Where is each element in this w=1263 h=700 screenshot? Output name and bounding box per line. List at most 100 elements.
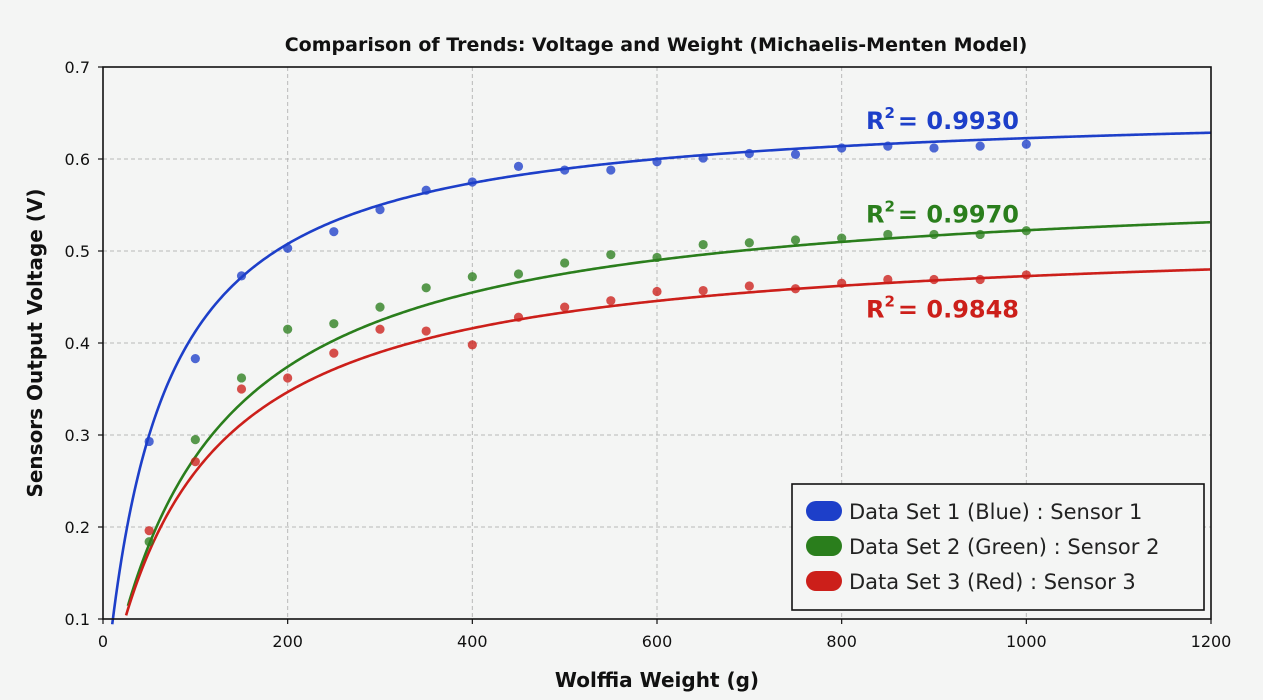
data-point xyxy=(929,143,939,153)
data-point xyxy=(975,274,985,285)
data-point xyxy=(421,185,431,195)
data-point xyxy=(190,435,200,445)
y-tick-label: 0.7 xyxy=(65,58,90,77)
legend-swatch xyxy=(806,571,842,591)
data-point xyxy=(283,324,293,334)
x-tick-label: 800 xyxy=(826,632,857,651)
r2-superscript: 2 xyxy=(884,104,894,122)
data-point xyxy=(1021,139,1031,149)
r2-value: = 0.9970 xyxy=(898,201,1019,229)
data-point xyxy=(375,324,385,334)
y-tick-label: 0.6 xyxy=(65,150,90,169)
data-point xyxy=(560,165,570,175)
legend-entry: Data Set 3 (Red) : Sensor 3 xyxy=(849,570,1136,594)
data-point xyxy=(236,271,247,281)
data-point xyxy=(790,235,801,245)
legend-entry: Data Set 1 (Blue) : Sensor 1 xyxy=(849,500,1142,524)
r2-annotation: R2 = 0.9970 xyxy=(866,198,1019,229)
data-point xyxy=(698,153,708,163)
r2-symbol: R xyxy=(866,201,884,229)
r2-annotation: R2 = 0.9930 xyxy=(866,104,1019,135)
y-axis-label: Sensors Output Voltage (V) xyxy=(23,188,47,497)
data-point xyxy=(467,272,477,282)
data-point xyxy=(283,373,293,383)
data-point xyxy=(652,286,662,297)
data-point xyxy=(698,239,708,250)
data-point xyxy=(606,165,616,175)
data-point xyxy=(883,141,893,151)
data-point xyxy=(652,252,662,263)
data-point xyxy=(790,284,801,294)
data-point xyxy=(560,258,570,268)
data-point xyxy=(560,302,570,312)
data-point xyxy=(329,348,339,358)
data-point xyxy=(652,157,662,167)
data-point xyxy=(236,384,247,394)
data-point xyxy=(513,161,524,171)
data-point xyxy=(790,149,801,159)
r2-annotation: R2 = 0.9848 xyxy=(866,293,1019,324)
data-point xyxy=(744,148,754,159)
data-point xyxy=(1021,226,1031,236)
r2-superscript: 2 xyxy=(884,293,894,311)
y-tick-label: 0.5 xyxy=(65,242,90,261)
x-tick-label: 1200 xyxy=(1191,632,1232,651)
data-points xyxy=(144,139,1031,547)
r2-superscript: 2 xyxy=(884,198,894,216)
x-tick-label: 400 xyxy=(457,632,488,651)
data-point xyxy=(329,227,339,237)
legend-swatch xyxy=(806,501,842,521)
legend: Data Set 1 (Blue) : Sensor 1 Data Set 2 (… xyxy=(791,483,1205,611)
data-point xyxy=(513,269,524,279)
fit-curve xyxy=(110,131,1212,625)
data-point xyxy=(283,243,293,253)
x-tick-label: 1000 xyxy=(1006,632,1047,651)
data-point xyxy=(236,373,247,383)
data-point xyxy=(467,177,477,187)
r2-value: = 0.9848 xyxy=(898,296,1019,324)
y-tick-label: 0.3 xyxy=(65,426,90,445)
r2-value: = 0.9930 xyxy=(898,107,1019,135)
axis-ticks: 0 200 400 600 800 1000 1200 0.1 0.2 0.3 0.4 0.5 0.6 0… xyxy=(65,58,1232,651)
data-point xyxy=(606,296,616,306)
legend-box xyxy=(791,483,1205,611)
data-point xyxy=(144,526,154,536)
x-tick-label: 600 xyxy=(642,632,673,651)
chart-title: Comparison of Trends: Voltage and Weight… xyxy=(285,34,1028,56)
y-tick-label: 0.1 xyxy=(65,610,90,629)
data-point xyxy=(375,205,385,215)
r2-symbol: R xyxy=(866,107,884,135)
data-point xyxy=(975,141,985,151)
x-tick-label: 200 xyxy=(272,632,303,651)
y-tick-label: 0.4 xyxy=(65,334,90,353)
data-point xyxy=(375,302,385,312)
data-point xyxy=(698,285,708,296)
data-point xyxy=(744,238,754,248)
data-point xyxy=(329,319,339,329)
data-point xyxy=(1021,270,1031,280)
data-point xyxy=(513,312,524,322)
data-point xyxy=(929,274,939,285)
data-point xyxy=(421,326,431,336)
data-point xyxy=(606,250,616,260)
data-point xyxy=(144,537,154,547)
data-point xyxy=(929,229,939,240)
data-point xyxy=(190,354,200,364)
data-point xyxy=(467,340,477,350)
data-point xyxy=(837,278,847,288)
data-point xyxy=(837,233,847,243)
data-point xyxy=(421,283,431,293)
legend-swatch xyxy=(806,536,842,556)
y-tick-label: 0.2 xyxy=(65,518,90,537)
data-point xyxy=(190,457,200,467)
data-point xyxy=(975,229,985,240)
data-point xyxy=(883,274,893,285)
x-tick-label: 0 xyxy=(98,632,108,651)
x-axis-label: Wolffia Weight (g) xyxy=(555,668,759,692)
legend-entry: Data Set 2 (Green) : Sensor 2 xyxy=(849,535,1159,559)
data-point xyxy=(144,436,154,447)
r2-symbol: R xyxy=(866,296,884,324)
